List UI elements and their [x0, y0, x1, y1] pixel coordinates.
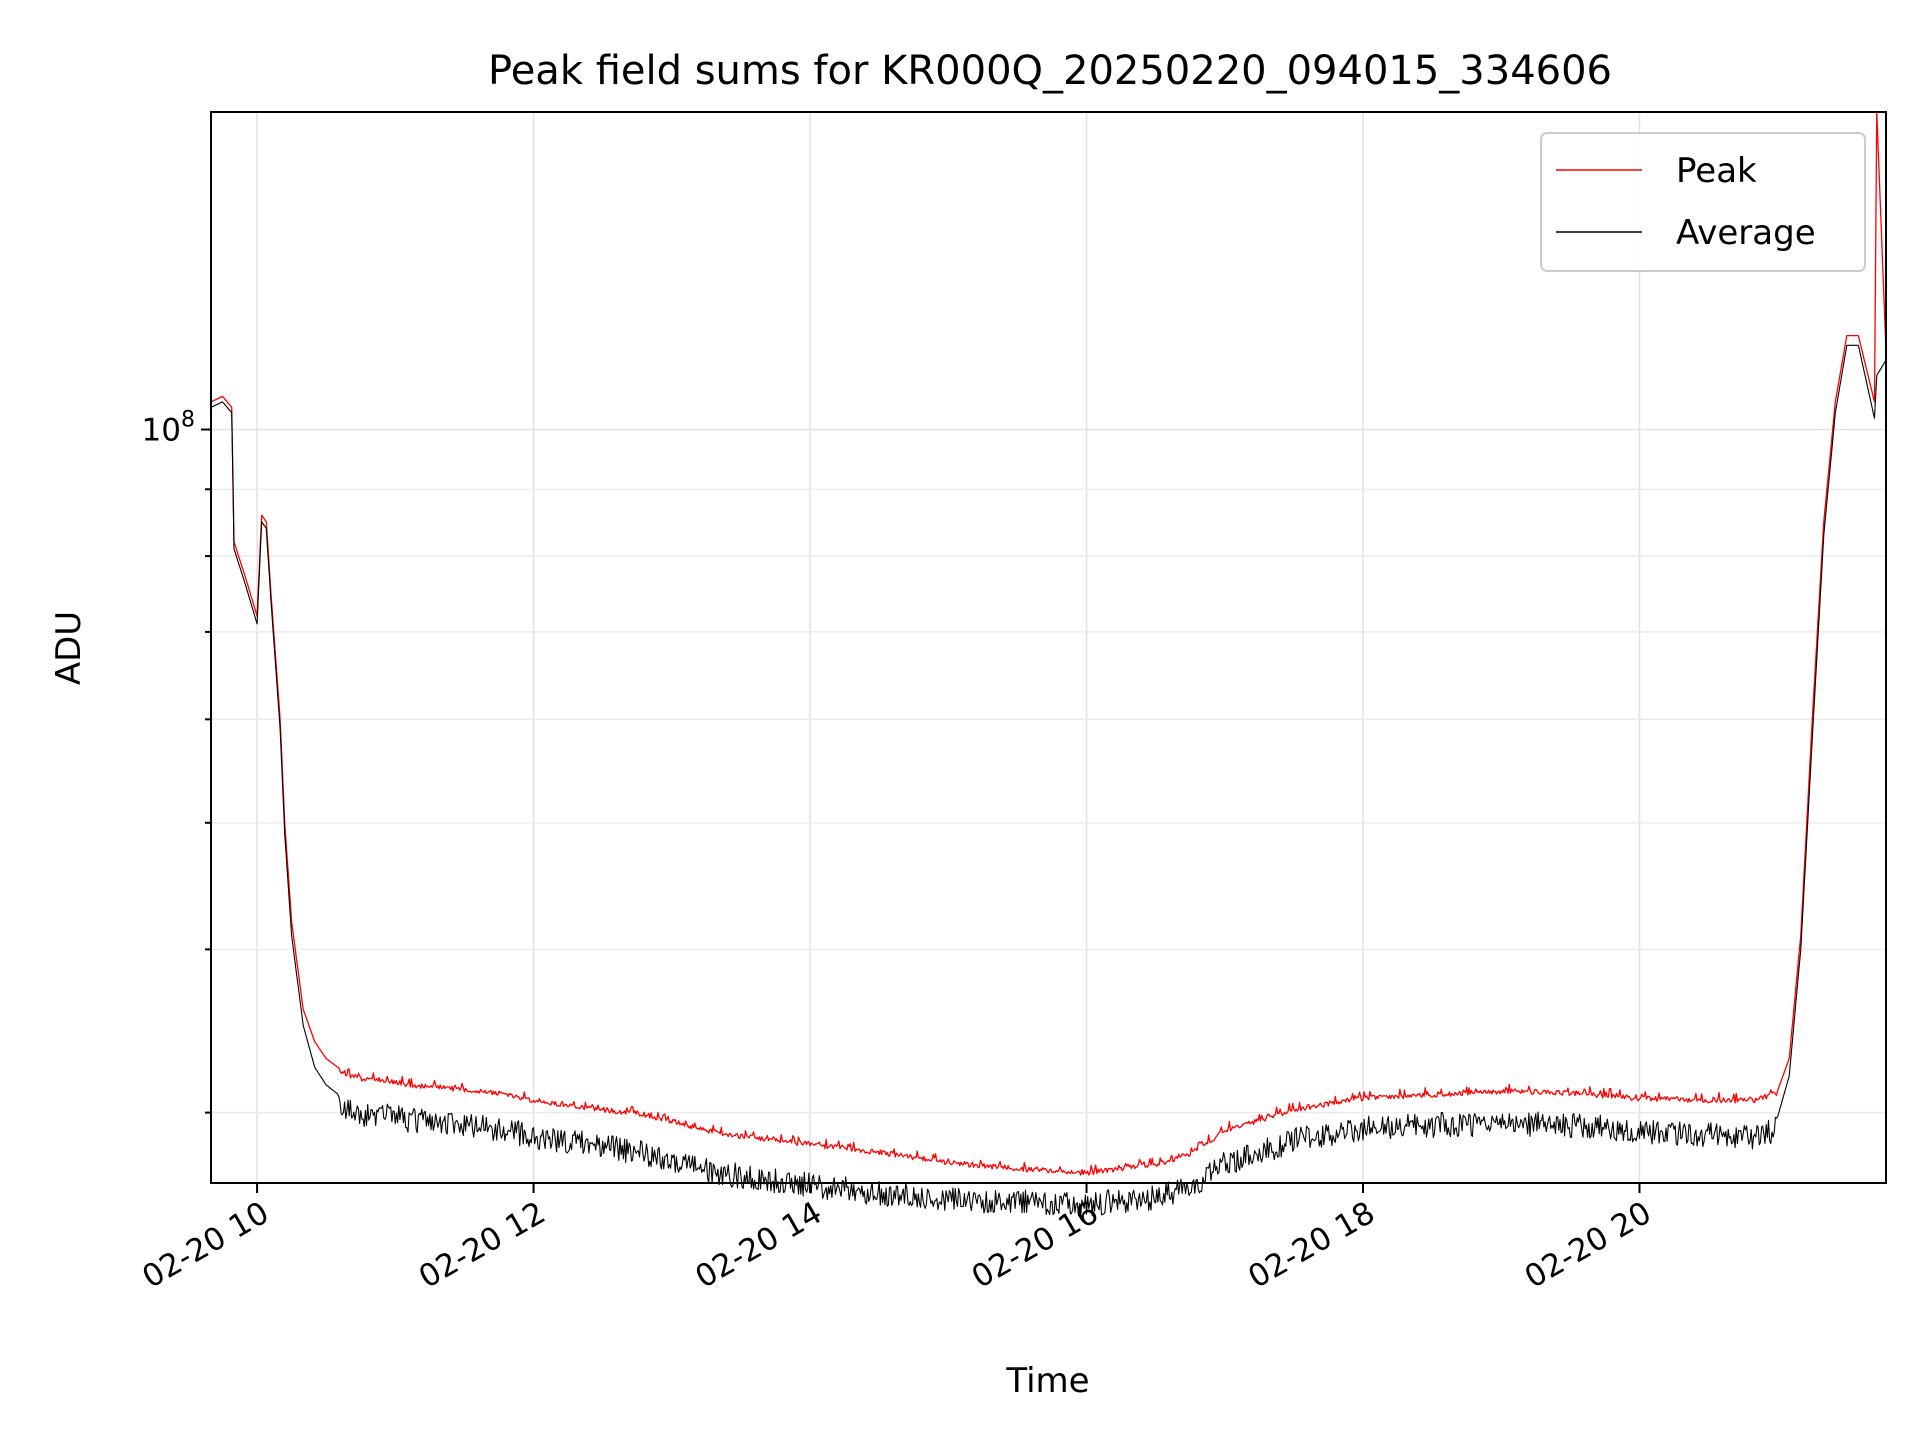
grid: [211, 112, 1886, 1183]
legend: Peak Average: [1540, 132, 1866, 272]
y-axis-label: ADU: [49, 611, 89, 685]
series-line-average: [210, 344, 1887, 1217]
legend-label-average: Average: [1676, 213, 1816, 253]
chart-title: Peak field sums for KR000Q_20250220_0940…: [488, 48, 1612, 94]
series-line-peak: [210, 111, 1887, 1176]
plot-series: [210, 111, 1887, 1217]
plot-frame: [210, 111, 1887, 1184]
y-axis-ticks: 108: [142, 408, 211, 1114]
y-tick-label: 108: [142, 408, 195, 449]
legend-box: [1540, 132, 1866, 272]
x-axis-label: Time: [1005, 1361, 1089, 1401]
legend-label-peak: Peak: [1676, 151, 1757, 191]
